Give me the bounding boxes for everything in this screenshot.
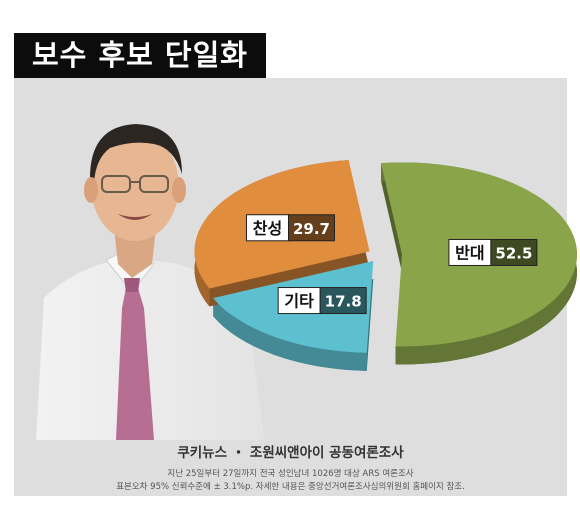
page-title: 보수 후보 단일화 xyxy=(14,33,266,78)
pie-label-name: 반대 xyxy=(455,243,484,262)
pie-label-반대: 반대 52.5 xyxy=(448,238,538,266)
survey-note-1: 지난 25일부터 27일까지 전국 성인남녀 1026명 대상 ARS 여론조사 xyxy=(167,469,414,479)
pie-labels: 반대 52.5 기타 17.8 찬성 29.7 xyxy=(245,214,538,315)
person-photo xyxy=(36,124,264,440)
pie-label-name: 찬성 xyxy=(253,219,282,238)
survey-note-2: 표본오차 95% 신뢰수준에 ± 3.1%p. 자세한 내용은 중앙선거여론조사… xyxy=(116,482,465,492)
pie-label-name: 기타 xyxy=(284,292,314,311)
pie-label-value: 52.5 xyxy=(495,244,532,262)
pie-label-value: 17.8 xyxy=(325,293,362,311)
pie-label-value: 29.7 xyxy=(293,220,330,238)
pie-label-기타: 기타 17.8 xyxy=(277,287,367,315)
survey-source: 쿠키뉴스 ・ 조원씨앤아이 공동여론조사 xyxy=(177,445,404,461)
pie-rim-1 xyxy=(213,298,367,371)
pie-label-찬성: 찬성 29.7 xyxy=(245,214,335,242)
